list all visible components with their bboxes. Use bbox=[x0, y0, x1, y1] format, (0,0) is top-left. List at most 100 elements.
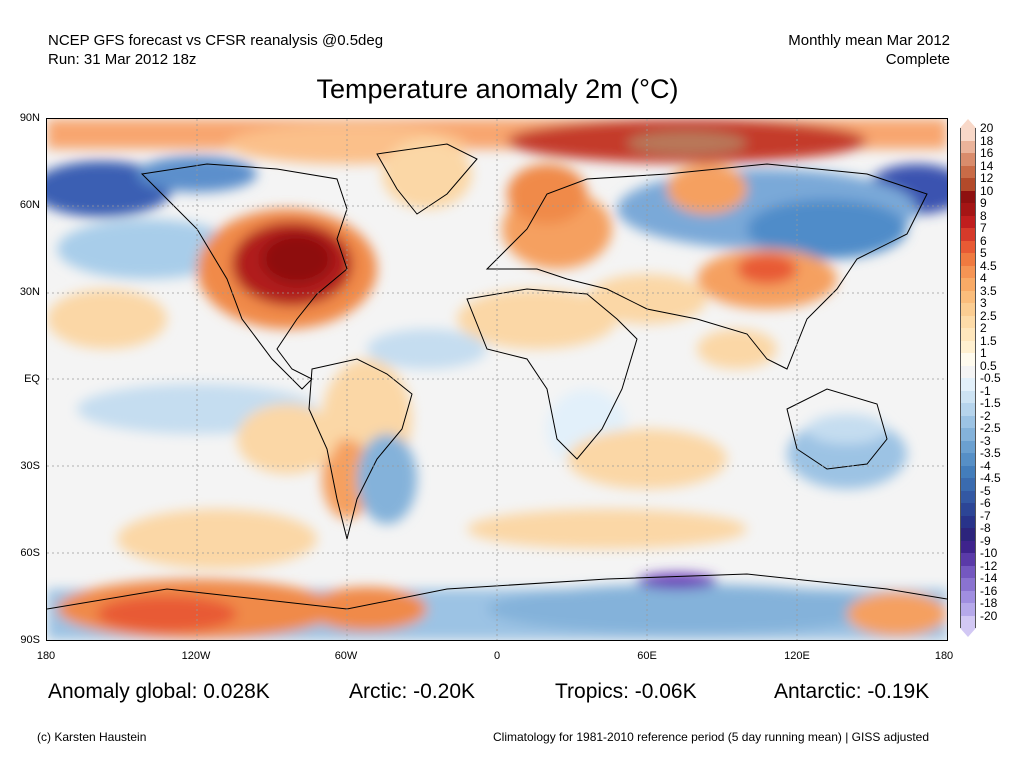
lon-label-180e: 180 bbox=[934, 650, 954, 662]
colorbar-label: 14 bbox=[980, 158, 994, 173]
header-right: Monthly mean Mar 2012 Complete bbox=[788, 31, 950, 69]
colorbar-label: -2.5 bbox=[980, 421, 1001, 435]
lat-label-30n: 30N bbox=[19, 286, 40, 298]
lon-label-60e: 60E bbox=[637, 650, 657, 662]
colorbar-label: -9 bbox=[980, 533, 991, 548]
colorbar-cell bbox=[960, 365, 976, 378]
anomaly-map bbox=[46, 118, 948, 641]
lat-label-90s: 90S bbox=[20, 634, 40, 646]
header-left: NCEP GFS forecast vs CFSR reanalysis @0.… bbox=[48, 31, 383, 69]
colorbar-cell bbox=[960, 590, 976, 603]
colorbar-label: -10 bbox=[980, 546, 998, 560]
colorbar-label: -20 bbox=[980, 608, 998, 623]
colorbar-label: 2 bbox=[980, 321, 987, 335]
colorbar-cell bbox=[960, 253, 976, 266]
colorbar-label: 1.5 bbox=[980, 333, 997, 348]
colorbar-cell bbox=[960, 128, 976, 141]
colorbar-label: 3 bbox=[980, 296, 987, 310]
map-title: Temperature anomaly 2m (°C) bbox=[316, 74, 679, 104]
colorbar-label: 7 bbox=[980, 221, 987, 235]
lat-label-60s: 60S bbox=[20, 547, 40, 559]
colorbar-cell bbox=[960, 415, 976, 428]
colorbar-cell bbox=[960, 228, 976, 241]
colorbar-bottom-arrow bbox=[960, 628, 976, 637]
colorbar-label: -1.5 bbox=[980, 396, 1001, 410]
anomaly-global: Anomaly global: 0.028K bbox=[48, 680, 270, 703]
colorbar-cell bbox=[960, 565, 976, 578]
colorbar-cell bbox=[960, 215, 976, 228]
colorbar-label: 3.5 bbox=[980, 283, 997, 298]
colorbar-label: 10 bbox=[980, 183, 994, 198]
colorbar-label: -16 bbox=[980, 583, 998, 598]
colorbar-cell bbox=[960, 428, 976, 441]
colorbar-cell bbox=[960, 203, 976, 216]
colorbar-cell bbox=[960, 603, 976, 616]
colorbar-cell bbox=[960, 515, 976, 528]
colorbar-cell bbox=[960, 440, 976, 453]
climatology-note: Climatology for 1981-2010 reference peri… bbox=[493, 730, 930, 744]
coastlines bbox=[47, 143, 947, 610]
colorbar-cell bbox=[960, 328, 976, 341]
colorbar-label: -0.5 bbox=[980, 371, 1001, 385]
colorbar-label: -4.5 bbox=[980, 471, 1001, 485]
colorbar-label: -5 bbox=[980, 483, 991, 498]
header-period-line: Monthly mean Mar 2012 bbox=[788, 32, 950, 49]
colorbar-label: 6 bbox=[980, 233, 987, 248]
colorbar-cell bbox=[960, 278, 976, 291]
colorbar-cell bbox=[960, 553, 976, 566]
colorbar-cell bbox=[960, 315, 976, 328]
colorbar-label: 18 bbox=[980, 133, 994, 148]
lon-label-120w: 120W bbox=[181, 650, 211, 662]
colorbar-top-arrow bbox=[960, 119, 976, 128]
colorbar-cell bbox=[960, 240, 976, 253]
colorbar-cell bbox=[960, 403, 976, 416]
colorbar-label: -6 bbox=[980, 496, 991, 510]
colorbar-cell bbox=[960, 503, 976, 516]
colorbar-cell bbox=[960, 540, 976, 553]
anomaly-map-graphic bbox=[47, 119, 947, 640]
colorbar-label: -2 bbox=[980, 408, 991, 423]
colorbar-cell bbox=[960, 465, 976, 478]
graticule bbox=[47, 119, 947, 640]
lon-label-180w: 180 bbox=[36, 650, 56, 662]
colorbar-cell bbox=[960, 290, 976, 303]
header-status-line: Complete bbox=[885, 51, 950, 68]
anomaly-tropics: Tropics: -0.06K bbox=[555, 680, 697, 703]
colorbar-cell bbox=[960, 453, 976, 466]
colorbar-cell bbox=[960, 265, 976, 278]
lon-label-120e: 120E bbox=[784, 650, 810, 662]
colorbar-label: 8 bbox=[980, 208, 987, 223]
colorbar-label: 5 bbox=[980, 246, 987, 260]
colorbar-label: 16 bbox=[980, 146, 994, 160]
colorbar-label: -18 bbox=[980, 596, 998, 610]
colorbar-cell bbox=[960, 153, 976, 166]
colorbar-cell bbox=[960, 190, 976, 203]
lon-label-0: 0 bbox=[493, 650, 501, 662]
colorbar-label: -4 bbox=[980, 458, 991, 473]
colorbar-cell bbox=[960, 578, 976, 591]
colorbar-label: 12 bbox=[980, 171, 994, 185]
colorbar-cell bbox=[960, 178, 976, 191]
colorbar-cell bbox=[960, 303, 976, 316]
colorbar-label: -3 bbox=[980, 433, 991, 448]
colorbar-cell bbox=[960, 490, 976, 503]
colorbar-label: 20 bbox=[980, 121, 994, 135]
lat-label-90n: 90N bbox=[19, 112, 40, 124]
colorbar-cell bbox=[960, 165, 976, 178]
colorbar-cell bbox=[960, 615, 976, 628]
colorbar-cell bbox=[960, 378, 976, 391]
colorbar-label: 1 bbox=[980, 346, 987, 360]
lat-label-60n: 60N bbox=[19, 199, 40, 211]
lat-label-eq: EQ bbox=[24, 373, 40, 385]
colorbar-cell bbox=[960, 353, 976, 366]
colorbar-label: -14 bbox=[980, 571, 998, 585]
colorbar-label: -7 bbox=[980, 508, 991, 523]
colorbar-label: -3.5 bbox=[980, 446, 1001, 460]
colorbar-cell bbox=[960, 528, 976, 541]
lat-label-30s: 30S bbox=[20, 460, 40, 472]
header-run-line: Run: 31 Mar 2012 18z bbox=[48, 51, 197, 68]
colorbar-cell bbox=[960, 140, 976, 153]
colorbar-label: -12 bbox=[980, 558, 998, 573]
copyright-note: (c) Karsten Haustein bbox=[37, 730, 147, 744]
colorbar-label: 4 bbox=[980, 271, 987, 285]
